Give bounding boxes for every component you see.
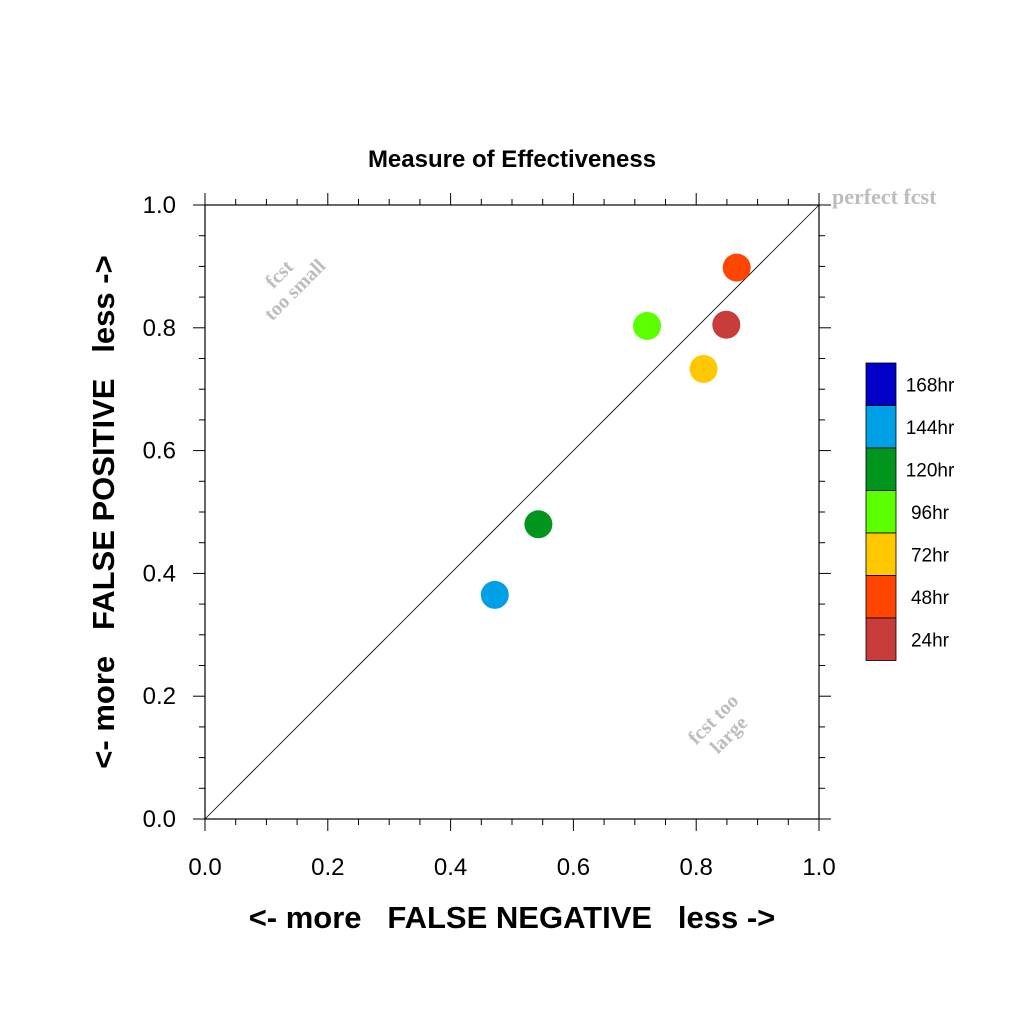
y-tick-label: 0.4	[143, 560, 176, 587]
legend-label-144hr: 144hr	[906, 418, 955, 439]
legend-label-24hr: 24hr	[911, 630, 950, 651]
x-axis-label: <- more FALSE NEGATIVE less ->	[249, 900, 776, 935]
data-point-72hr	[689, 354, 718, 383]
fcst-too-small-line2: too small	[260, 255, 330, 325]
legend-label-120hr: 120hr	[906, 460, 955, 481]
x-tick-label: 0.6	[557, 854, 590, 881]
y-tick-label: 0.8	[143, 315, 176, 342]
y-tick-label: 0.2	[143, 683, 176, 710]
axis-ticks	[193, 193, 831, 831]
legend-swatch-72hr	[865, 532, 897, 576]
data-point-96hr	[633, 311, 662, 340]
data-point-24hr	[712, 310, 741, 339]
x-tick-label: 0.0	[188, 854, 221, 881]
reference-diagonal-line	[204, 204, 820, 820]
legend-label-48hr: 48hr	[911, 588, 950, 609]
data-points	[480, 253, 751, 609]
legend-label-72hr: 72hr	[911, 545, 950, 566]
legend-swatch-24hr	[865, 617, 897, 661]
x-tick-labels: 0.0 0.2 0.4 0.6 0.8 1.0	[188, 854, 835, 881]
data-point-48hr	[722, 253, 751, 282]
perfect-fcst-annotation: perfect fcst	[832, 184, 937, 209]
y-tick-labels: 0.0 0.2 0.4 0.6 0.8 1.0	[143, 192, 176, 833]
x-tick-label: 0.4	[434, 854, 467, 881]
x-tick-label: 0.2	[311, 854, 344, 881]
data-point-120hr	[524, 510, 553, 539]
chart-title: Measure of Effectiveness	[368, 146, 656, 173]
fcst-too-small-annotation: fcst too small	[260, 255, 330, 325]
y-tick-label: 1.0	[143, 192, 176, 219]
legend-label-168hr: 168hr	[906, 375, 955, 396]
fcst-too-large-annotation: fcst too large	[684, 690, 752, 758]
legend-swatch-48hr	[865, 575, 897, 619]
legend-swatch-120hr	[865, 447, 897, 491]
legend-swatch-96hr	[865, 490, 897, 534]
legend-label-96hr: 96hr	[911, 503, 950, 524]
legend-swatch-168hr	[865, 362, 897, 406]
legend: 168hr 144hr 120hr 96hr 72hr 48hr 24hr	[865, 362, 955, 661]
y-tick-label: 0.0	[143, 806, 176, 833]
y-axis-label: <- more FALSE POSITIVE less ->	[86, 255, 121, 768]
data-point-144hr	[480, 580, 509, 609]
x-tick-label: 0.8	[680, 854, 713, 881]
x-tick-label: 1.0	[802, 854, 835, 881]
legend-swatch-144hr	[865, 405, 897, 449]
y-tick-label: 0.6	[143, 438, 176, 465]
